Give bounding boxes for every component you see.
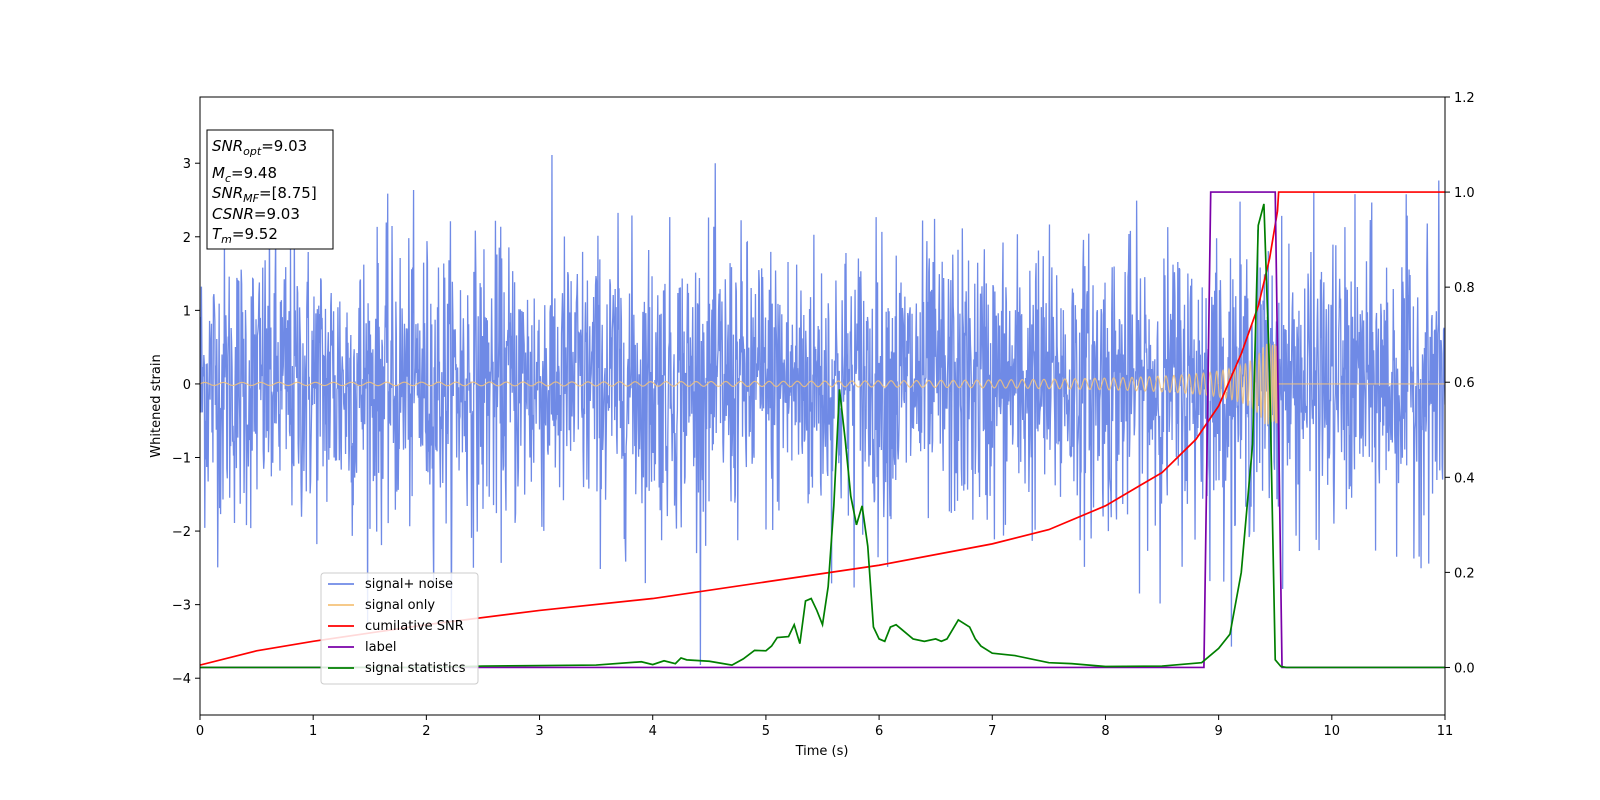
y-right-tick-label: 0.6 <box>1454 376 1475 391</box>
y-left-tick-label: −2 <box>172 525 191 540</box>
y-left-tick-label: 3 <box>183 157 191 172</box>
x-tick-label: 4 <box>649 724 657 739</box>
x-tick-label: 10 <box>1324 724 1341 739</box>
legend-label: signal only <box>365 598 435 613</box>
y-left-tick-label: 0 <box>183 378 191 393</box>
y-right-tick-label: 0.2 <box>1454 566 1475 581</box>
legend-label: label <box>365 640 396 655</box>
y-right-tick-label: 0.4 <box>1454 471 1475 486</box>
y-left-tick-label: −1 <box>172 452 191 467</box>
x-tick-label: 9 <box>1214 724 1222 739</box>
x-tick-label: 8 <box>1101 724 1109 739</box>
y-axis-label: Whitened strain <box>149 354 164 457</box>
y-axis-left: 3 2 1 0 −1 −2 −3 −4 <box>172 157 200 687</box>
y-left-tick-label: 1 <box>183 304 191 319</box>
x-tick-label: 5 <box>762 724 770 739</box>
legend-label: signal+ noise <box>365 577 453 592</box>
x-tick-label: 1 <box>309 724 317 739</box>
legend-label: cumilative SNR <box>365 619 464 634</box>
snr-mf-text: SNRMF=[8.75] <box>212 184 317 205</box>
y-left-tick-label: −3 <box>172 599 191 614</box>
y-axis-right: 0.0 0.2 0.4 0.6 0.8 1.0 1.2 <box>1445 91 1475 676</box>
x-tick-label: 2 <box>422 724 430 739</box>
x-tick-label: 11 <box>1437 724 1454 739</box>
series-signal-only-line <box>200 343 1445 425</box>
axes-frame <box>199 96 1446 716</box>
x-tick-label: 6 <box>875 724 883 739</box>
legend: signal+ noise signal only cumilative SNR la… <box>320 572 479 685</box>
y-left-tick-label: −4 <box>172 672 191 687</box>
y-right-tick-label: 1.0 <box>1454 186 1475 201</box>
series-signal-noise-line <box>200 155 1445 666</box>
y-left-tick-label: 2 <box>183 231 191 246</box>
x-tick-label: 3 <box>535 724 543 739</box>
series-signal-statistics-line <box>200 203 1445 669</box>
snr-opt-text: SNRopt=9.03 <box>212 137 307 158</box>
y-right-tick-label: 0.8 <box>1454 281 1475 296</box>
y-right-tick-label: 0.0 <box>1454 661 1475 676</box>
x-tick-label: 7 <box>988 724 996 739</box>
x-axis: 0 1 2 3 4 5 6 7 8 9 10 11 <box>196 715 1453 739</box>
tm-text: Tm=9.52 <box>212 225 278 246</box>
x-tick-label: 0 <box>196 724 204 739</box>
y-right-tick-label: 1.2 <box>1454 91 1475 106</box>
x-axis-label: Time (s) <box>795 744 849 759</box>
legend-label: signal statistics <box>365 661 466 676</box>
mc-text: Mc=9.48 <box>212 164 277 185</box>
csnr-text: CSNR=9.03 <box>212 205 300 223</box>
info-box: SNRopt=9.03 Mc=9.48 SNRMF=[8.75] CSNR=9.… <box>206 129 334 250</box>
